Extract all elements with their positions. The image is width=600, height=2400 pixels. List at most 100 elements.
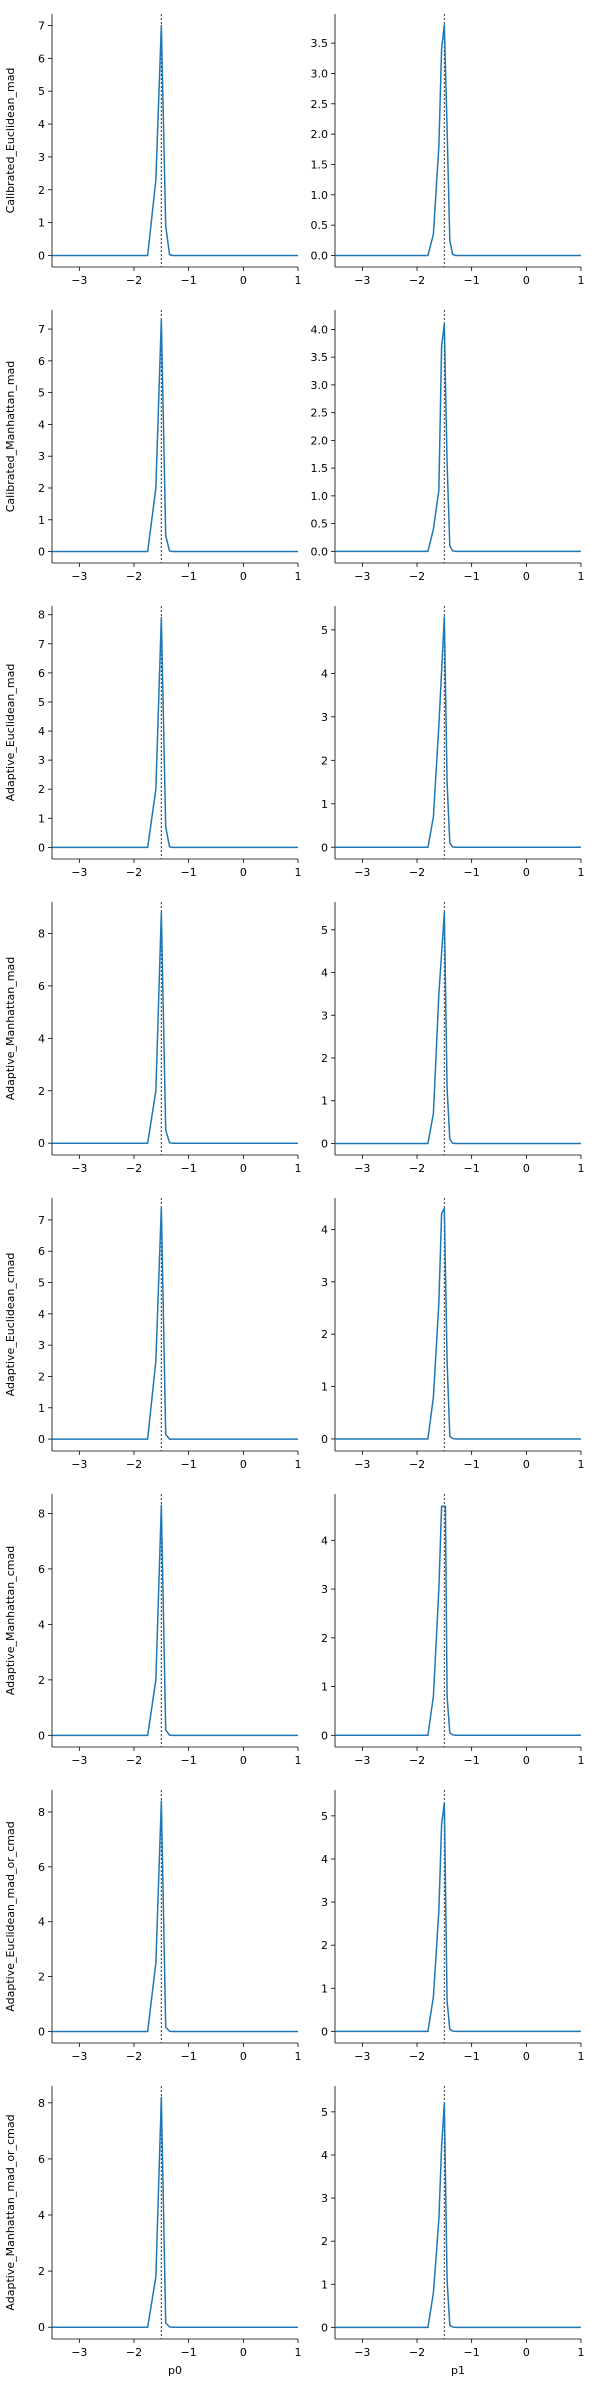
y-tick-label: 3	[38, 1339, 45, 1352]
x-tick-label: 1	[578, 2346, 585, 2359]
y-tick-label: 2	[38, 783, 45, 796]
y-axis-label: Adaptive_Euclidean_mad	[4, 664, 17, 802]
y-tick-label: 3	[321, 1009, 328, 1022]
y-tick-label: 1	[38, 514, 45, 527]
y-tick-label: 0.0	[311, 545, 329, 558]
x-tick-label: 1	[295, 1754, 302, 1767]
x-tick-label: 1	[578, 866, 585, 879]
y-tick-label: 6	[38, 2153, 45, 2166]
x-tick-label: 0	[523, 1162, 530, 1175]
x-tick-label: −2	[409, 1754, 425, 1767]
y-tick-label: 5	[38, 85, 45, 98]
y-tick-label: 6	[38, 1861, 45, 1874]
x-tick-label: −1	[464, 1458, 480, 1471]
y-tick-label: 2	[321, 1939, 328, 1952]
x-tick-label: −1	[464, 570, 480, 583]
x-tick-label: 1	[578, 2050, 585, 2063]
x-tick-label: 0	[240, 570, 247, 583]
x-tick-label: −3	[71, 866, 87, 879]
x-tick-label: −3	[354, 1162, 370, 1175]
x-tick-label: −1	[464, 1754, 480, 1767]
y-tick-label: 8	[38, 1806, 45, 1819]
y-tick-label: 4	[38, 118, 45, 131]
density-line	[52, 1800, 298, 2033]
y-tick-label: 4	[38, 1308, 45, 1321]
x-tick-label: 1	[295, 570, 302, 583]
y-tick-label: 0	[38, 250, 45, 263]
y-tick-label: 0	[38, 546, 45, 559]
y-tick-label: 1	[321, 798, 328, 811]
subplot-r6-c0: −3 −2 −1 0 1 0 2 4 6 8 Adaptive_Euclidean_mad_or_c…	[4, 1790, 302, 2063]
y-tick-label: 5	[38, 1277, 45, 1290]
y-axis-label: Adaptive_Manhattan_mad	[4, 957, 17, 1100]
x-tick-label: −2	[126, 1458, 142, 1471]
y-tick-label: 1	[321, 2278, 328, 2291]
y-tick-label: 2	[38, 1370, 45, 1383]
subplot-r6-c1: −3 −2 −1 0 1 0 1 2 3 4 5	[321, 1790, 585, 2063]
x-tick-label: −1	[181, 1162, 197, 1175]
y-tick-label: 1	[321, 1681, 328, 1694]
y-tick-label: 4	[321, 1534, 328, 1547]
x-tick-label: 1	[578, 1162, 585, 1175]
x-tick-label: −3	[71, 274, 87, 287]
density-line	[52, 318, 298, 553]
x-tick-label: −1	[181, 2050, 197, 2063]
y-tick-label: 4	[321, 667, 328, 680]
y-tick-label: 2.5	[311, 98, 329, 111]
y-tick-label: 0	[321, 2321, 328, 2334]
y-tick-label: 2	[38, 1971, 45, 1984]
x-tick-label: 1	[295, 866, 302, 879]
y-tick-label: 1.0	[311, 189, 329, 202]
density-line	[52, 1504, 298, 1737]
x-tick-label: −2	[126, 2050, 142, 2063]
y-tick-label: 2	[38, 184, 45, 197]
y-axis-label: Adaptive_Euclidean_mad_or_cmad	[4, 1821, 17, 2011]
subplot-r5-c0: −3 −2 −1 0 1 0 2 4 6 8 Adaptive_Manhattan_cmad	[4, 1494, 302, 1767]
density-line	[52, 911, 298, 1144]
y-tick-label: 4	[38, 1618, 45, 1631]
y-tick-label: 0	[321, 1729, 328, 1742]
y-tick-label: 7	[38, 20, 45, 33]
y-tick-label: 4	[38, 1032, 45, 1045]
y-tick-label: 4	[321, 2149, 328, 2162]
y-tick-label: 3	[321, 2192, 328, 2205]
y-tick-label: 2	[321, 2235, 328, 2248]
y-tick-label: 0	[321, 841, 328, 854]
y-tick-label: 4	[38, 1916, 45, 1929]
y-tick-label: 5	[321, 2106, 328, 2119]
x-tick-label: −1	[464, 1162, 480, 1175]
x-tick-label: −2	[126, 2346, 142, 2359]
y-tick-label: 0	[38, 841, 45, 854]
y-tick-label: 3.5	[311, 37, 329, 50]
x-tick-label: −3	[71, 2346, 87, 2359]
x-tick-label: 0	[523, 1754, 530, 1767]
x-tick-label: 1	[578, 1754, 585, 1767]
subplot-r2-c1: −3 −2 −1 0 1 0 1 2 3 4 5	[321, 606, 585, 879]
y-tick-label: 7	[38, 323, 45, 336]
y-tick-label: 0	[38, 1729, 45, 1742]
y-tick-label: 0.5	[311, 219, 329, 232]
y-tick-label: 3	[38, 754, 45, 767]
y-axis-label: Calibrated_Euclidean_mad	[4, 68, 17, 214]
y-tick-label: 1	[38, 217, 45, 230]
y-tick-label: 5	[321, 924, 328, 937]
density-line	[52, 24, 298, 257]
y-tick-label: 3	[321, 1896, 328, 1909]
y-tick-label: 0	[38, 2321, 45, 2334]
x-axis-label: p1	[451, 2364, 465, 2377]
y-tick-label: 1	[321, 1381, 328, 1394]
y-tick-label: 8	[38, 609, 45, 622]
y-axis-label: Calibrated_Manhattan_mad	[4, 361, 17, 513]
y-tick-label: 8	[38, 1507, 45, 1520]
x-tick-label: −2	[126, 274, 142, 287]
y-tick-label: 4	[38, 2209, 45, 2222]
y-tick-label: 0	[38, 1137, 45, 1150]
x-tick-label: 1	[295, 2346, 302, 2359]
y-tick-label: 4	[38, 418, 45, 431]
y-tick-label: 2.5	[311, 407, 329, 420]
x-tick-label: 1	[578, 570, 585, 583]
y-tick-label: 6	[38, 980, 45, 993]
y-axis-label: Adaptive_Euclidean_cmad	[4, 1253, 17, 1397]
x-tick-label: −1	[181, 1754, 197, 1767]
